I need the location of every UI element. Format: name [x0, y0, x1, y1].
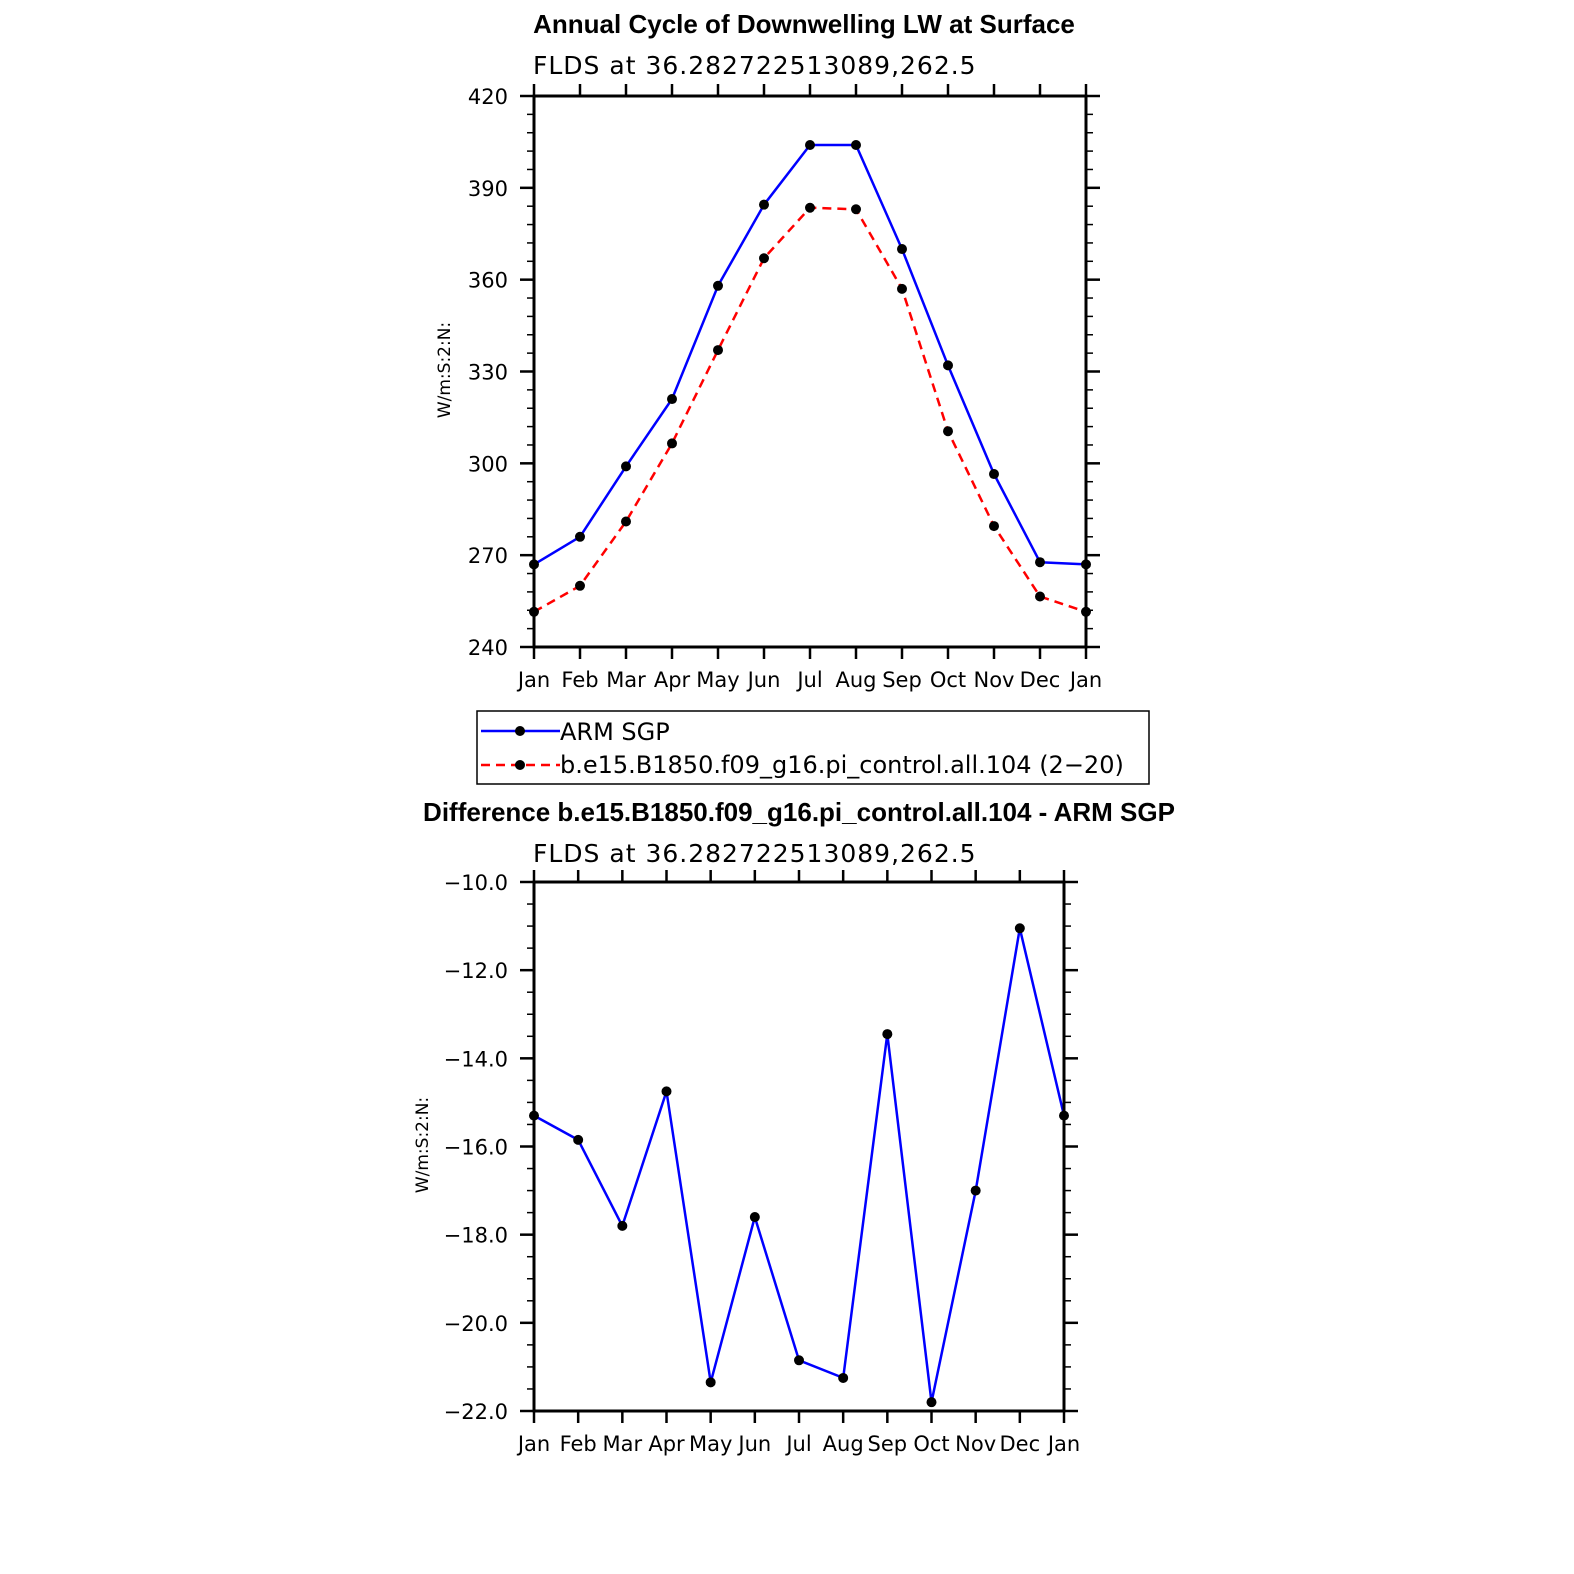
data-point	[621, 461, 631, 472]
data-point	[882, 1029, 893, 1040]
y-tick-label: 270	[468, 544, 508, 568]
series-layer	[529, 923, 1069, 1408]
axis-ticks: Jan Feb Mar Apr May Jun Jul Aug Sep Oct Nov Dec Jan 2…	[468, 84, 1102, 692]
x-tick-label: Feb	[560, 1432, 597, 1456]
y-tick-label: 360	[468, 269, 508, 293]
y-tick-label: −10.0	[444, 871, 508, 895]
plot-frame	[532, 880, 1066, 1413]
data-point	[621, 516, 631, 527]
x-tick-label: Jan	[516, 668, 550, 692]
x-tick-label: Apr	[648, 1432, 685, 1456]
data-point	[575, 531, 585, 542]
data-point	[573, 1134, 584, 1145]
data-point	[970, 1185, 981, 1196]
x-tick-label: Mar	[603, 1432, 643, 1456]
data-point	[989, 469, 999, 480]
y-axis-label: W/m:S:2:N:	[435, 322, 455, 418]
data-point	[575, 580, 585, 591]
x-tick-label: Nov	[955, 1432, 996, 1456]
x-tick-label: Oct	[930, 668, 966, 692]
y-tick-label: 390	[468, 177, 508, 201]
y-tick-label: −16.0	[444, 1136, 508, 1160]
annual-cycle-panel: Annual Cycle of Downwelling LW at Surfac…	[435, 9, 1102, 692]
data-point	[749, 1212, 760, 1223]
data-point	[943, 360, 953, 371]
legend-box	[476, 710, 1150, 785]
data-point	[926, 1397, 937, 1408]
legend-marker-arm	[515, 726, 525, 736]
x-tick-label: Dec	[1000, 1432, 1041, 1456]
y-tick-label: −14.0	[444, 1047, 508, 1071]
series-layer	[529, 139, 1091, 617]
y-tick-label: 420	[468, 85, 508, 109]
y-tick-label: −22.0	[444, 1400, 508, 1424]
data-point	[617, 1220, 628, 1231]
data-point	[1014, 923, 1025, 934]
series-line-0	[533, 927, 1066, 1404]
x-tick-label: Jun	[736, 1432, 771, 1456]
plot-frame	[532, 94, 1088, 649]
chart-subtitle: FLDS at 36.282722513089,262.5	[533, 51, 977, 80]
data-point	[705, 1377, 716, 1388]
x-tick-label: Feb	[561, 668, 598, 692]
x-tick-label: Jan	[516, 1432, 550, 1456]
difference-panel: Difference b.e15.B1850.f09_g16.pi_contro…	[413, 797, 1175, 1456]
axis-ticks: Jan Feb Mar Apr May Jun Jul Aug Sep Oct Nov Dec Jan−…	[444, 870, 1080, 1456]
x-tick-label: Jul	[784, 1432, 811, 1456]
data-point	[943, 426, 953, 437]
data-point	[713, 280, 723, 291]
x-tick-label: Dec	[1020, 668, 1061, 692]
legend-marker-model	[515, 760, 525, 770]
x-tick-label: Sep	[868, 1432, 908, 1456]
data-point	[1035, 591, 1045, 602]
data-point	[759, 253, 769, 264]
x-tick-label: May	[689, 1432, 732, 1456]
y-tick-label: 300	[468, 452, 508, 476]
data-point	[838, 1372, 849, 1383]
y-tick-label: −20.0	[444, 1312, 508, 1336]
x-tick-label: Aug	[823, 1432, 864, 1456]
series-line-1	[533, 206, 1087, 613]
data-point	[1035, 557, 1045, 568]
data-point	[794, 1355, 804, 1366]
legend-label-arm: ARM SGP	[560, 718, 670, 746]
chart-title: Difference b.e15.B1850.f09_g16.pi_contro…	[423, 797, 1175, 827]
x-tick-label: Jun	[746, 668, 781, 692]
y-tick-label: 330	[468, 361, 508, 385]
data-point	[667, 438, 677, 449]
data-point	[851, 204, 861, 215]
legend-label-model: b.e15.B1850.f09_g16.pi_control.all.104 (…	[560, 751, 1124, 779]
x-tick-label: Oct	[913, 1432, 949, 1456]
x-tick-label: Apr	[654, 668, 691, 692]
data-point	[989, 521, 999, 532]
y-tick-label: −18.0	[444, 1224, 508, 1248]
x-tick-label: May	[696, 668, 739, 692]
data-point	[851, 139, 861, 150]
data-point	[667, 394, 677, 405]
chart-title: Annual Cycle of Downwelling LW at Surfac…	[533, 9, 1075, 39]
data-point	[713, 345, 723, 356]
y-axis-label: W/m:S:2:N:	[413, 1097, 433, 1193]
x-tick-label: Mar	[606, 668, 646, 692]
x-tick-label: Sep	[882, 668, 922, 692]
x-tick-label: Jan	[1068, 668, 1102, 692]
y-tick-label: −12.0	[444, 959, 508, 983]
x-tick-label: Jan	[1046, 1432, 1080, 1456]
data-point	[661, 1086, 672, 1097]
x-tick-label: Nov	[974, 668, 1015, 692]
y-tick-label: 240	[468, 636, 508, 660]
legend: ARM SGP b.e15.B1850.f09_g16.pi_control.a…	[476, 710, 1150, 785]
data-point	[805, 139, 815, 150]
x-tick-label: Jul	[795, 668, 822, 692]
data-point	[805, 202, 815, 213]
data-point	[897, 244, 907, 255]
data-point	[759, 199, 769, 210]
chart-subtitle: FLDS at 36.282722513089,262.5	[533, 839, 977, 868]
data-point	[897, 283, 907, 294]
x-tick-label: Aug	[835, 668, 876, 692]
